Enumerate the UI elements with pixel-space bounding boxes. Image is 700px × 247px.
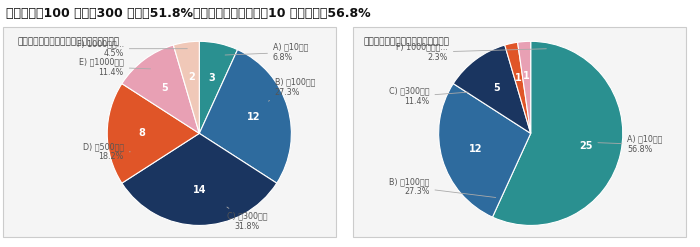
Text: 1: 1: [515, 73, 522, 82]
Wedge shape: [199, 41, 237, 133]
Wedge shape: [493, 41, 623, 226]
Text: A) ～10万円
6.8%: A) ～10万円 6.8%: [225, 43, 308, 62]
Text: A) ～10万円
56.8%: A) ～10万円 56.8%: [598, 135, 663, 154]
Text: 14: 14: [193, 185, 206, 195]
Text: C) ～300万円
11.4%: C) ～300万円 11.4%: [389, 87, 468, 106]
Text: D) ～500万円
18.2%: D) ～500万円 18.2%: [83, 142, 130, 162]
FancyBboxPatch shape: [354, 27, 686, 237]
Wedge shape: [439, 83, 531, 217]
Wedge shape: [122, 133, 276, 226]
Text: B) ～100万円
27.3%: B) ～100万円 27.3%: [389, 177, 496, 198]
Wedge shape: [517, 41, 531, 133]
Text: F) 1000万円以...
2.3%: F) 1000万円以... 2.3%: [396, 43, 546, 62]
FancyBboxPatch shape: [4, 27, 336, 237]
Text: F) 1000万円...
4.5%: F) 1000万円... 4.5%: [77, 39, 188, 58]
Text: 3: 3: [208, 73, 215, 82]
Text: 25: 25: [580, 141, 593, 150]
Text: E) ～1000万円
11.4%: E) ～1000万円 11.4%: [79, 57, 150, 77]
Text: 実際の副業の年収を教えてください: 実際の副業の年収を教えてください: [364, 38, 449, 46]
Text: C) ～300万円
31.8%: C) ～300万円 31.8%: [227, 207, 267, 230]
Text: 5: 5: [493, 83, 500, 93]
Text: 2: 2: [188, 72, 195, 82]
Text: 12: 12: [247, 112, 261, 122]
Wedge shape: [454, 45, 531, 133]
Wedge shape: [122, 45, 200, 133]
Text: 1: 1: [524, 71, 530, 82]
Text: 理想年収「100 万円～300 万円」51.8%に対し、現実年収は「10 万円未満」56.8%: 理想年収「100 万円～300 万円」51.8%に対し、現実年収は「10 万円未…: [6, 7, 370, 21]
Text: 副業に期待する年収はどのくらいですか？: 副業に期待する年収はどのくらいですか？: [18, 38, 119, 46]
Wedge shape: [199, 50, 291, 183]
Text: 5: 5: [162, 83, 169, 93]
Text: 12: 12: [469, 144, 483, 154]
Text: B) ～100万円
27.3%: B) ～100万円 27.3%: [268, 78, 315, 101]
Text: 8: 8: [139, 128, 146, 138]
Wedge shape: [107, 83, 200, 183]
Wedge shape: [505, 42, 531, 133]
Wedge shape: [174, 41, 199, 133]
